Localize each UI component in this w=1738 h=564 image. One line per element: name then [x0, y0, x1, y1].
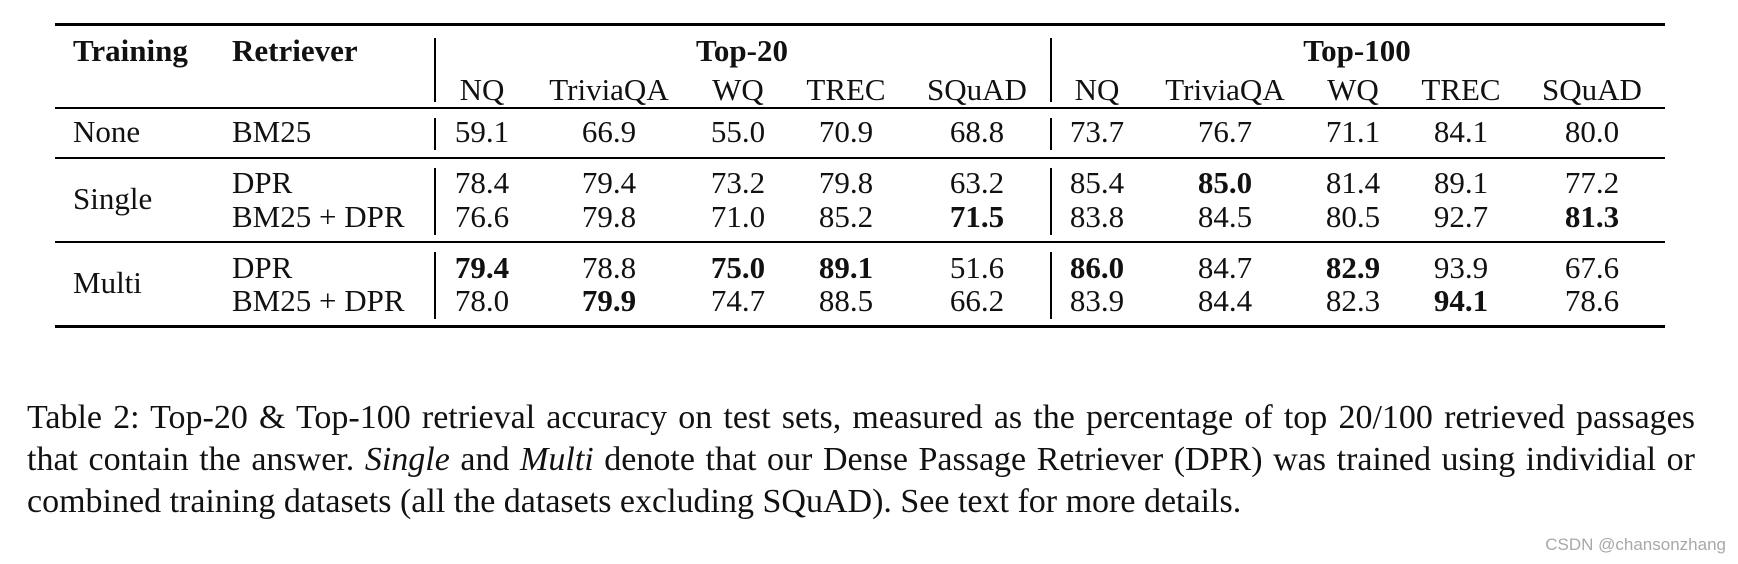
value-cell: 78.0 — [454, 283, 510, 318]
header-dataset: SQuAD — [927, 72, 1027, 107]
header-dataset: TREC — [806, 72, 886, 107]
divider-multi-left — [434, 252, 436, 319]
retriever-cell: BM25 — [232, 114, 312, 149]
caption-text: and — [449, 441, 521, 478]
header-dataset: WQ — [1327, 72, 1379, 107]
value-cell: 88.5 — [818, 283, 874, 318]
none-rule — [55, 157, 1665, 159]
training-multi: Multi — [73, 265, 142, 300]
divider-single-right — [1050, 168, 1052, 235]
retriever-cell: DPR — [232, 165, 293, 200]
divider-none-left — [434, 118, 436, 150]
value-cell: 77.2 — [1564, 165, 1620, 200]
value-cell: 79.4 — [581, 165, 637, 200]
retriever-cell: BM25 + DPR — [232, 199, 405, 234]
value-cell: 67.6 — [1564, 250, 1620, 285]
table-caption: Table 2: Top-20 & Top-100 retrieval accu… — [27, 397, 1695, 523]
value-cell: 79.9 — [581, 283, 637, 318]
value-cell: 82.9 — [1325, 250, 1381, 285]
header-dataset: NQ — [1074, 72, 1120, 107]
value-cell: 68.8 — [949, 114, 1005, 149]
value-cell: 71.1 — [1325, 114, 1381, 149]
caption-multi: Multi — [520, 441, 594, 478]
header-dataset: SQuAD — [1542, 72, 1642, 107]
value-cell: 66.2 — [949, 283, 1005, 318]
training-single: Single — [73, 181, 153, 216]
divider-single-left — [434, 168, 436, 235]
value-cell: 70.9 — [818, 114, 874, 149]
divider-multi-right — [1050, 252, 1052, 319]
caption-text: Table 2: Top-20 & Top-100 retrieval accu… — [27, 399, 1695, 478]
value-cell: 86.0 — [1069, 250, 1125, 285]
divider-header-left — [434, 38, 436, 102]
header-rule — [55, 107, 1665, 109]
bottom-rule — [55, 325, 1665, 328]
value-cell: 51.6 — [949, 250, 1005, 285]
value-cell: 71.0 — [710, 199, 766, 234]
value-cell: 78.4 — [454, 165, 510, 200]
retriever-cell: DPR — [232, 250, 293, 285]
header-dataset: TriviaQA — [549, 72, 669, 107]
caption-single: Single — [364, 441, 450, 478]
header-dataset: NQ — [459, 72, 505, 107]
value-cell: 63.2 — [949, 165, 1005, 200]
single-rule — [55, 241, 1665, 243]
divider-none-right — [1050, 118, 1052, 150]
value-cell: 79.8 — [818, 165, 874, 200]
value-cell: 83.8 — [1069, 199, 1125, 234]
header-top20: Top-20 — [696, 33, 788, 68]
value-cell: 76.6 — [454, 199, 510, 234]
value-cell: 59.1 — [454, 114, 510, 149]
value-cell: 89.1 — [1433, 165, 1489, 200]
value-cell: 73.2 — [710, 165, 766, 200]
value-cell: 80.5 — [1325, 199, 1381, 234]
value-cell: 84.7 — [1197, 250, 1253, 285]
value-cell: 81.3 — [1564, 199, 1620, 234]
value-cell: 84.4 — [1197, 283, 1253, 318]
value-cell: 92.7 — [1433, 199, 1489, 234]
value-cell: 84.1 — [1433, 114, 1489, 149]
value-cell: 94.1 — [1433, 283, 1489, 318]
header-dataset: WQ — [712, 72, 764, 107]
value-cell: 76.7 — [1197, 114, 1253, 149]
caption-text: denote that our Dense Passage Retriever … — [27, 441, 1696, 520]
value-cell: 84.5 — [1197, 199, 1253, 234]
retriever-cell: BM25 + DPR — [232, 283, 405, 318]
value-cell: 85.0 — [1197, 165, 1253, 200]
value-cell: 78.8 — [581, 250, 637, 285]
header-dataset: TriviaQA — [1165, 72, 1285, 107]
value-cell: 85.2 — [818, 199, 874, 234]
value-cell: 71.5 — [949, 199, 1005, 234]
training-none: None — [73, 114, 141, 149]
value-cell: 55.0 — [710, 114, 766, 149]
value-cell: 79.4 — [454, 250, 510, 285]
header-dataset: TREC — [1421, 72, 1501, 107]
value-cell: 89.1 — [818, 250, 874, 285]
value-cell: 79.8 — [581, 199, 637, 234]
value-cell: 82.3 — [1325, 283, 1381, 318]
value-cell: 80.0 — [1564, 114, 1620, 149]
header-retriever: Retriever — [232, 33, 358, 68]
value-cell: 78.6 — [1564, 283, 1620, 318]
value-cell: 73.7 — [1069, 114, 1125, 149]
value-cell: 74.7 — [710, 283, 766, 318]
value-cell: 75.0 — [710, 250, 766, 285]
watermark: CSDN @chansonzhang — [1545, 535, 1726, 554]
value-cell: 83.9 — [1069, 283, 1125, 318]
divider-header-right — [1050, 38, 1052, 102]
value-cell: 85.4 — [1069, 165, 1125, 200]
value-cell: 66.9 — [581, 114, 637, 149]
header-training: Training — [73, 33, 188, 68]
header-top100: Top-100 — [1303, 33, 1411, 68]
top-rule — [55, 23, 1665, 26]
value-cell: 81.4 — [1325, 165, 1381, 200]
value-cell: 93.9 — [1433, 250, 1489, 285]
